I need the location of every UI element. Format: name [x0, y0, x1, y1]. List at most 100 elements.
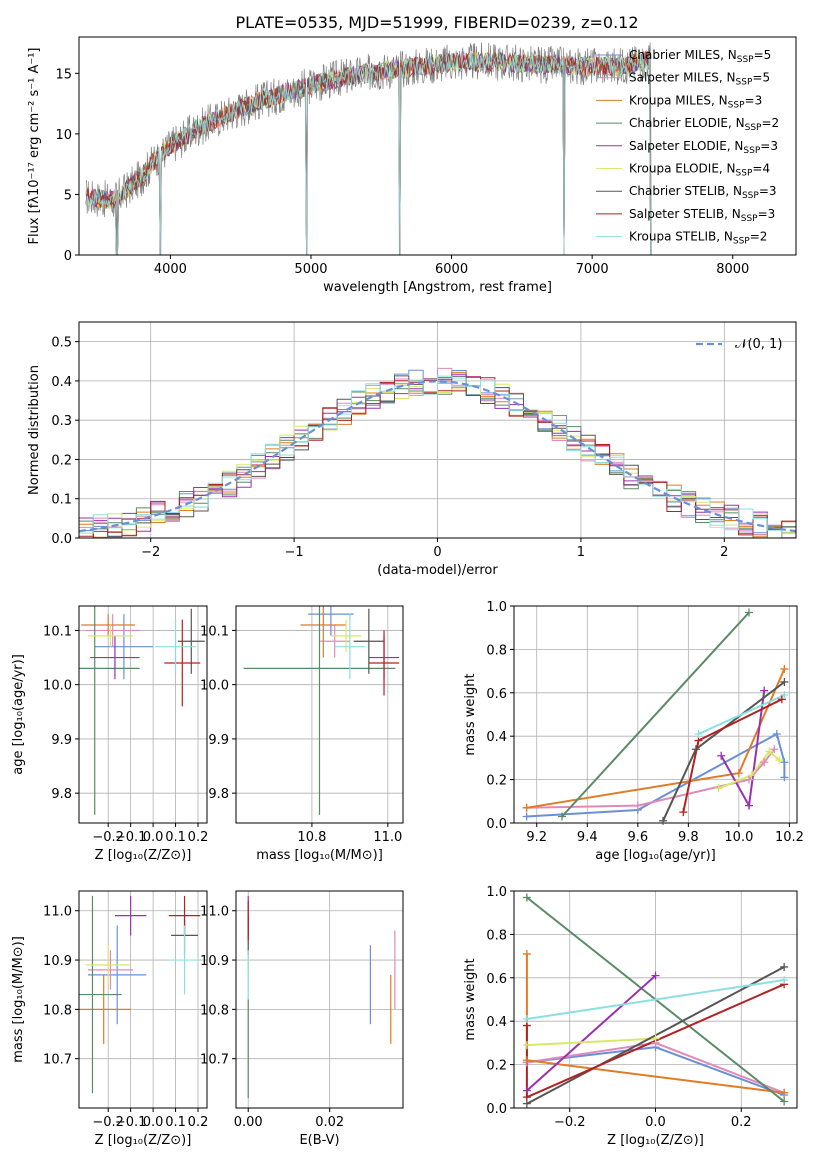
y-tick-label: 11.0 [43, 905, 72, 920]
y-axis-label: Normed distribution [27, 365, 42, 495]
figure-title: PLATE=0535, MJD=51999, FIBERID=0239, z=0… [235, 13, 638, 32]
x-tick-label: −0.2 [92, 1115, 124, 1130]
weight-line [526, 974, 657, 1092]
axes-frame [513, 605, 798, 824]
x-axis-label: mass [log₁₀(M/M⊙)] [256, 848, 383, 863]
legend-label: Salpeter ELODIE, NSSP=3 [629, 139, 778, 156]
x-tick-label: 0.2 [731, 1115, 752, 1130]
axes-frame [78, 36, 797, 256]
weight-marker [651, 1034, 660, 1043]
x-axis-label: wavelength [Angstrom, rest frame] [323, 280, 552, 295]
weight-marker [659, 816, 668, 825]
weight-marker [780, 1088, 789, 1097]
axes-frame [235, 605, 404, 824]
weight-marker [747, 771, 756, 780]
y-tick-label: 0.2 [486, 1059, 507, 1074]
y-axis-label: age [log₁₀(age/yr)] [11, 654, 26, 775]
x-tick-label: 0.00 [234, 1115, 263, 1130]
y-tick-label: 10.0 [200, 679, 229, 694]
y-tick-label: 0.6 [486, 972, 507, 987]
legend-label: Chabrier MILES, NSSP=5 [629, 48, 771, 65]
y-tick-label: 0.0 [51, 532, 72, 547]
y-tick-label: 0.4 [51, 375, 72, 390]
panel-weight_vs_Z: −0.2 0.0 0.2 0.0 0.2 0.4 0.6 0.8 1.0 Z [log₁₀(Z/Z… [463, 885, 798, 1148]
residual-histogram [79, 375, 796, 538]
y-tick-label: 9.8 [208, 787, 229, 802]
y-tick-label: 9.9 [51, 733, 72, 748]
y-tick-label: 0.3 [51, 414, 72, 429]
x-tick-label: 10.8 [297, 830, 326, 845]
y-axis-label: mass weight [463, 958, 478, 1040]
y-tick-label: 0.2 [486, 774, 507, 789]
x-axis-label: age [log₁₀(age/yr)] [595, 848, 716, 863]
x-tick-label: 0.1 [165, 830, 186, 845]
x-tick-label: 0.1 [165, 1115, 186, 1130]
legend-label: Salpeter MILES, NSSP=5 [629, 71, 770, 88]
weight-marker [780, 962, 789, 971]
axes-frame [78, 605, 208, 824]
axes-frame [78, 890, 208, 1109]
y-tick-label: 10.8 [43, 1003, 72, 1018]
weight-marker [780, 773, 789, 782]
x-axis-label: Z [log₁₀(Z/Z⊙)] [95, 1133, 192, 1148]
weight-line [526, 1037, 656, 1047]
legend-label: Chabrier STELIB, NSSP=3 [629, 184, 777, 201]
legend-label: Salpeter STELIB, NSSP=3 [629, 207, 775, 224]
weight-marker [522, 812, 531, 821]
y-tick-label: 10.9 [200, 954, 229, 969]
normal-curve [79, 380, 796, 533]
y-tick-label: 11.0 [200, 905, 229, 920]
y-tick-label: 10.8 [200, 1003, 229, 1018]
x-tick-label: 0.0 [143, 1115, 164, 1130]
y-tick-label: 0.5 [51, 336, 72, 351]
plot-area [79, 367, 796, 538]
legend-label: Kroupa MILES, NSSP=3 [629, 93, 762, 110]
weight-marker [760, 686, 769, 695]
x-tick-label: 0.02 [315, 1115, 344, 1130]
weight-marker [780, 677, 789, 686]
x-tick-label: 0 [433, 545, 441, 560]
plot-area [247, 895, 396, 1099]
y-tick-label: 10.7 [200, 1053, 229, 1068]
x-tick-label: 0.0 [143, 830, 164, 845]
weight-line [718, 749, 780, 790]
legend-label: Kroupa STELIB, NSSP=2 [629, 230, 767, 247]
weight-marker [780, 975, 789, 984]
x-axis-label: Z [log₁₀(Z/Z⊙)] [607, 1133, 704, 1148]
weight-line [526, 748, 776, 809]
weight-marker [522, 1056, 531, 1065]
panel-weight_vs_age: 9.2 9.4 9.6 9.8 10.0 10.2 0.0 0.2 0.4 0.6 0.8 1.0 ag… [463, 600, 804, 863]
weight-marker [775, 756, 784, 765]
panel-age_vs_mass: 10.8 11.0 9.8 9.9 10.0 10.1 mass [log₁₀(M/M⊙)] [200, 605, 404, 863]
weight-marker [760, 758, 769, 767]
weight-marker [770, 745, 779, 754]
x-tick-label: 9.4 [577, 830, 598, 845]
x-tick-label: 9.8 [678, 830, 699, 845]
legend: Chabrier MILES, NSSP=5 Salpeter MILES, NS… [596, 48, 779, 247]
x-tick-label: −2 [141, 545, 160, 560]
x-tick-label: −0.1 [115, 830, 147, 845]
y-tick-label: 10.7 [43, 1053, 72, 1068]
y-tick-label: 0.6 [486, 687, 507, 702]
model-line [85, 52, 651, 255]
y-tick-label: 10 [55, 128, 72, 143]
weight-marker [522, 1093, 531, 1102]
y-tick-label: 1.0 [486, 600, 507, 615]
weight-marker [717, 751, 726, 760]
x-tick-label: 8000 [716, 262, 749, 277]
x-tick-label: −0.2 [92, 830, 124, 845]
x-tick-label: 7000 [576, 262, 609, 277]
weight-marker [714, 784, 723, 793]
x-tick-label: −0.1 [115, 1115, 147, 1130]
x-tick-label: 0.0 [645, 1115, 666, 1130]
y-tick-label: 0.2 [51, 453, 72, 468]
y-tick-label: 0.8 [486, 643, 507, 658]
plot-area [79, 606, 205, 815]
y-tick-label: 1.0 [486, 885, 507, 900]
y-tick-label: 10.1 [43, 624, 72, 639]
y-tick-label: 0.8 [486, 928, 507, 943]
y-axis-label: mass [log₁₀(M/M⊙)] [11, 936, 26, 1063]
y-tick-label: 10.9 [43, 954, 72, 969]
weight-marker [777, 695, 786, 704]
